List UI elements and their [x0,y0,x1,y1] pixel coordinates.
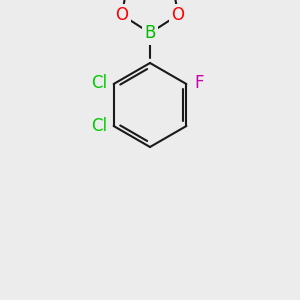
Text: O: O [116,6,128,24]
Text: O: O [172,6,184,24]
Text: B: B [144,24,156,42]
Text: Cl: Cl [92,74,108,92]
Text: Cl: Cl [92,117,108,135]
Text: F: F [195,74,204,92]
